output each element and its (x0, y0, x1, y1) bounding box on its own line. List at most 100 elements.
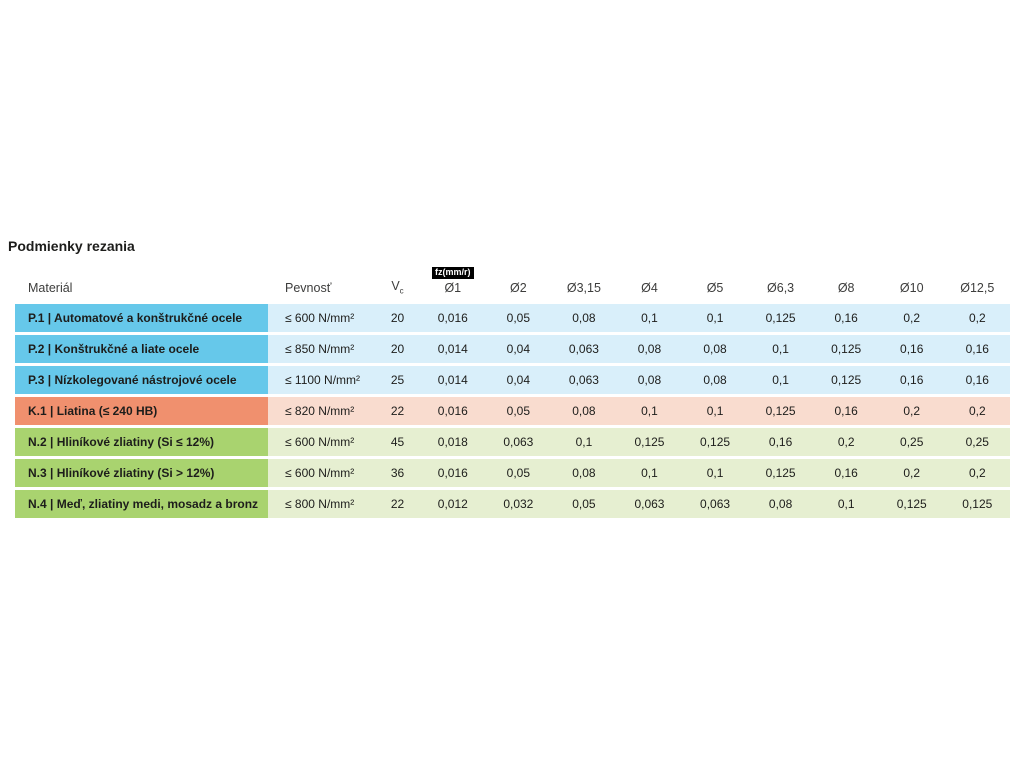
vc-cell: 20 (390, 342, 405, 356)
diameter-label: Ø5 (706, 281, 724, 295)
vc-symbol: V (391, 278, 400, 293)
feed-value-cell: 0,05 (506, 404, 531, 418)
vc-cell: 25 (390, 373, 405, 387)
feed-value-cell: 0,16 (900, 342, 924, 356)
feed-value-cell: 0,125 (765, 466, 796, 480)
feed-value-cell: 0,08 (637, 373, 662, 387)
feed-value-cell: 0,25 (965, 435, 989, 449)
feed-value-cell: 0,2 (968, 404, 986, 418)
feed-value-cell: 0,014 (437, 373, 468, 387)
feed-value-cell: 0,014 (437, 342, 468, 356)
diameter-label: Ø12,5 (960, 281, 995, 295)
vc-cell: 20 (390, 311, 405, 325)
strength-cell: ≤ 1100 N/mm² (285, 373, 361, 387)
feed-value-cell: 0,016 (437, 311, 468, 325)
feed-value-cell: 0,2 (903, 311, 921, 325)
feed-value-cell: 0,08 (768, 497, 793, 511)
feed-value-cell: 0,1 (641, 311, 658, 325)
feed-value-cell: 0,125 (831, 373, 862, 387)
material-cell: P.2 | Konštrukčné a liate ocele (15, 335, 268, 363)
row-values: ≤ 820 N/mm² 22 0,016 0,05 0,08 0,1 0,1 0,125 0… (268, 397, 1010, 425)
feed-value-cell: 0,08 (572, 404, 596, 418)
feed-value-cell: 0,1 (837, 497, 855, 511)
feed-value-cell: 0,05 (506, 311, 531, 325)
column-header-diameter: Ø4 (617, 281, 683, 295)
feed-value-cell: 0,1 (575, 435, 593, 449)
feed-value-cell: 0,063 (700, 497, 731, 511)
table-row: N.4 | Meď, zliatiny medi, mosadz a bronz… (15, 490, 1010, 518)
feed-value-cell: 0,063 (568, 373, 599, 387)
vc-cell: 36 (390, 466, 405, 480)
strength-cell: ≤ 820 N/mm² (285, 404, 355, 418)
feed-value-cell: 0,125 (634, 435, 665, 449)
feed-value-cell: 0,2 (968, 466, 986, 480)
feed-value-cell: 0,1 (641, 466, 658, 480)
table-header-row: Materiál Pevnosť Vc fz(mm/r) Ø1 Ø2 Ø3,15 Ø4 Ø… (15, 261, 1010, 304)
material-cell: N.3 | Hliníkové zliatiny (Si > 12%) (15, 459, 268, 487)
material-cell: K.1 | Liatina (≤ 240 HB) (15, 397, 268, 425)
feed-value-cell: 0,032 (503, 497, 534, 511)
feed-value-cell: 0,1 (772, 342, 789, 356)
table-row: K.1 | Liatina (≤ 240 HB) ≤ 820 N/mm² 22 … (15, 397, 1010, 425)
row-values: ≤ 850 N/mm² 20 0,014 0,04 0,063 0,08 0,08 0,1… (268, 335, 1010, 363)
feed-value-cell: 0,063 (568, 342, 599, 356)
feed-value-cell: 0,08 (703, 373, 727, 387)
feed-value-cell: 0,16 (965, 342, 989, 356)
feed-unit-badge: fz(mm/r) (432, 267, 474, 279)
feed-value-cell: 0,04 (506, 373, 531, 387)
column-header-diameter: Ø2 (486, 281, 552, 295)
column-header-diameter: Ø6,3 (748, 281, 814, 295)
column-header-diameter: Ø3,15 (551, 281, 617, 295)
feed-value-cell: 0,1 (706, 311, 724, 325)
feed-value-cell: 0,2 (837, 435, 855, 449)
feed-value-cell: 0,1 (641, 404, 658, 418)
diameter-label: Ø2 (510, 281, 527, 295)
row-values: ≤ 600 N/mm² 36 0,016 0,05 0,08 0,1 0,1 0,125 0… (268, 459, 1010, 487)
feed-value-cell: 0,16 (965, 373, 989, 387)
feed-value-cell: 0,1 (772, 373, 789, 387)
feed-value-cell: 0,16 (834, 404, 858, 418)
feed-value-cell: 0,05 (506, 466, 531, 480)
diameter-label: Ø4 (641, 281, 658, 295)
table-row: N.3 | Hliníkové zliatiny (Si > 12%) ≤ 60… (15, 459, 1010, 487)
table-row: N.2 | Hliníkové zliatiny (Si ≤ 12%) ≤ 60… (15, 428, 1010, 456)
feed-value-cell: 0,063 (503, 435, 534, 449)
feed-value-cell: 0,08 (703, 342, 727, 356)
feed-value-cell: 0,016 (437, 466, 468, 480)
vc-cell: 22 (390, 497, 405, 511)
feed-value-cell: 0,063 (634, 497, 665, 511)
table-row: P.2 | Konštrukčné a liate ocele ≤ 850 N/… (15, 335, 1010, 363)
column-header-diameter: Ø10 (879, 281, 945, 295)
diameter-label: Ø10 (899, 281, 924, 295)
feed-value-cell: 0,018 (437, 435, 468, 449)
feed-value-cell: 0,012 (437, 497, 468, 511)
feed-value-cell: 0,2 (903, 466, 921, 480)
material-cell: N.2 | Hliníkové zliatiny (Si ≤ 12%) (15, 428, 268, 456)
feed-value-cell: 0,25 (900, 435, 924, 449)
column-header-material: Materiál (28, 281, 73, 295)
table-row: P.3 | Nízkolegované nástrojové ocele ≤ 1… (15, 366, 1010, 394)
feed-value-cell: 0,125 (765, 404, 796, 418)
row-values: ≤ 1100 N/mm² 25 0,014 0,04 0,063 0,08 0,08 0,… (268, 366, 1010, 394)
material-cell: P.1 | Automatové a konštrukčné ocele (15, 304, 268, 332)
feed-value-cell: 0,016 (437, 404, 468, 418)
strength-cell: ≤ 850 N/mm² (285, 342, 355, 356)
table-row: P.1 | Automatové a konštrukčné ocele ≤ 6… (15, 304, 1010, 332)
feed-value-cell: 0,1 (706, 466, 724, 480)
feed-value-cell: 0,1 (706, 404, 724, 418)
strength-cell: ≤ 800 N/mm² (285, 497, 355, 511)
cutting-conditions-table: Materiál Pevnosť Vc fz(mm/r) Ø1 Ø2 Ø3,15 Ø4 Ø… (15, 261, 1010, 521)
material-cell: P.3 | Nízkolegované nástrojové ocele (15, 366, 268, 394)
strength-cell: ≤ 600 N/mm² (285, 466, 355, 480)
feed-value-cell: 0,04 (506, 342, 531, 356)
row-values: ≤ 600 N/mm² 20 0,016 0,05 0,08 0,1 0,1 0,125 0… (268, 304, 1010, 332)
feed-value-cell: 0,16 (834, 466, 858, 480)
row-values: ≤ 600 N/mm² 45 0,018 0,063 0,1 0,125 0,125 0,… (268, 428, 1010, 456)
feed-value-cell: 0,16 (900, 373, 924, 387)
column-header-strength: Pevnosť (285, 281, 332, 295)
feed-value-cell: 0,125 (765, 311, 796, 325)
feed-value-cell: 0,16 (768, 435, 793, 449)
row-values: ≤ 800 N/mm² 22 0,012 0,032 0,05 0,063 0,063 0… (268, 490, 1010, 518)
column-header-diameter: Ø12,5 (945, 281, 1011, 295)
vc-subscript: c (399, 286, 404, 295)
